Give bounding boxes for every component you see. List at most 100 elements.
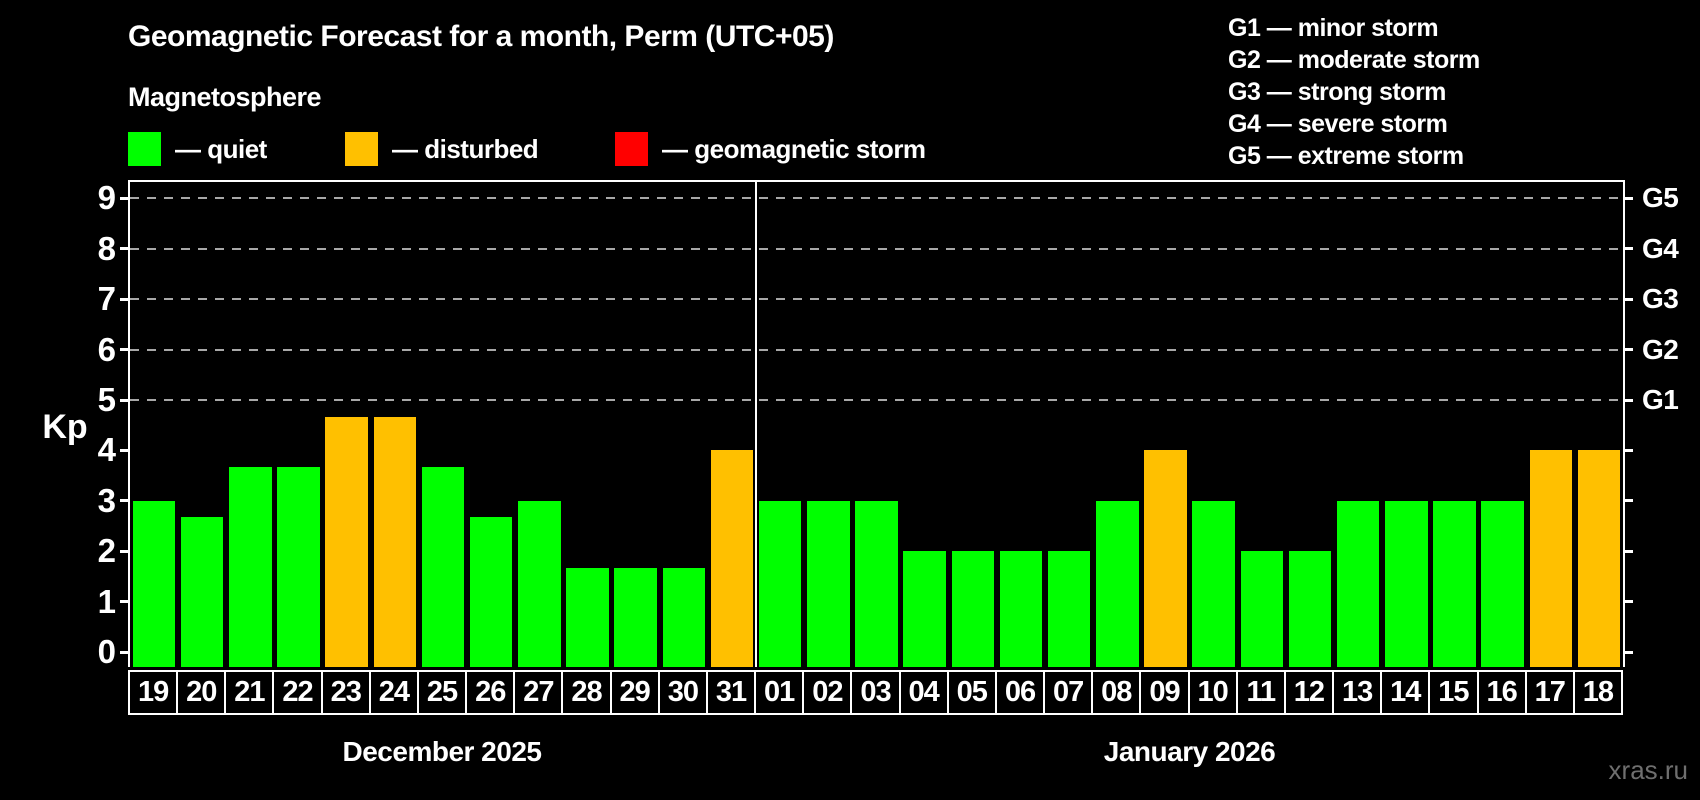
ytick-label-3: 3: [97, 481, 116, 519]
g-level-label-G4: G4: [1642, 232, 1679, 264]
right-tick-4: [1623, 448, 1633, 452]
day-label-27: 27: [513, 670, 564, 715]
right-tick-9: [1623, 196, 1633, 200]
legend-item-label: — disturbed: [392, 133, 539, 164]
kp-bar-18: [1577, 450, 1621, 667]
legend-item-quiet: — quiet: [128, 131, 267, 167]
chart-subtitle: Magnetosphere: [128, 82, 322, 112]
right-tick-3: [1623, 499, 1633, 503]
storm-swatch-icon: [615, 132, 648, 166]
day-label-15: 15: [1428, 670, 1479, 715]
g-level-label-G3: G3: [1642, 283, 1679, 315]
gridline-kp9: [130, 197, 1623, 200]
month-label-january: January 2026: [1103, 736, 1276, 767]
kp-bar-08: [1096, 500, 1139, 667]
kp-bar-23: [325, 416, 368, 667]
kp-bar-07: [1047, 551, 1091, 667]
kp-bar-02: [807, 500, 850, 667]
ytick-label-8: 8: [97, 229, 116, 267]
kp-bar-20: [180, 517, 224, 667]
ytick-label-5: 5: [97, 381, 116, 418]
kp-bar-19: [132, 500, 176, 667]
ytick-label-2: 2: [97, 532, 116, 570]
kp-bar-30: [662, 567, 706, 667]
left-tick-7: [120, 297, 130, 301]
month-label-december: December 2025: [342, 736, 542, 767]
day-label-19: 19: [128, 670, 179, 715]
right-tick-7: [1623, 297, 1633, 301]
left-tick-1: [120, 600, 130, 604]
gridline-kp7: [130, 298, 1623, 301]
day-label-21: 21: [224, 670, 275, 715]
storm-scale-line-4: G4 — severe storm: [1228, 110, 1448, 138]
kp-bar-12: [1288, 551, 1332, 667]
day-label-04: 04: [898, 670, 949, 715]
watermark: xras.ru: [1608, 755, 1688, 785]
day-label-18: 18: [1572, 670, 1623, 715]
kp-bar-22: [277, 467, 320, 667]
legend-item-disturbed: — disturbed: [345, 131, 539, 167]
kp-bar-05: [951, 551, 995, 667]
right-tick-5: [1623, 398, 1633, 402]
left-tick-3: [120, 499, 130, 503]
day-label-23: 23: [320, 670, 371, 715]
day-label-20: 20: [176, 670, 227, 715]
day-label-12: 12: [1283, 670, 1335, 715]
ytick-label-6: 6: [97, 330, 116, 368]
day-label-24: 24: [368, 670, 419, 715]
quiet-swatch-icon: [128, 132, 161, 166]
storm-scale-line-3: G3 — strong storm: [1228, 78, 1446, 106]
gridline-kp5: [130, 399, 1623, 401]
kp-bar-06: [999, 551, 1043, 667]
kp-bar-24: [373, 416, 417, 667]
g-level-label-G2: G2: [1642, 333, 1679, 365]
ytick-label-9: 9: [97, 179, 116, 217]
right-tick-1: [1623, 600, 1633, 604]
legend-item-storm: — geomagnetic storm: [615, 131, 926, 167]
kp-bar-16: [1481, 500, 1524, 667]
right-tick-0: [1623, 650, 1633, 654]
kp-bar-29: [614, 567, 657, 667]
legend-item-label: — geomagnetic storm: [662, 133, 926, 164]
day-label-09: 09: [1139, 670, 1190, 715]
kp-bar-01: [758, 500, 802, 667]
gridline-kp8: [130, 247, 1623, 250]
kp-bar-31: [710, 450, 754, 667]
kp-bar-10: [1192, 500, 1235, 667]
legend-item-label: — quiet: [175, 133, 267, 164]
day-label-10: 10: [1187, 670, 1238, 715]
plot-area: [128, 180, 1625, 667]
gridline-kp6: [130, 348, 1623, 351]
storm-scale-line-1: G1 — minor storm: [1228, 14, 1439, 42]
kp-bar-17: [1529, 450, 1572, 667]
right-tick-2: [1623, 549, 1633, 553]
kp-bar-28: [566, 567, 609, 667]
day-label-03: 03: [850, 670, 901, 715]
day-label-22: 22: [272, 670, 323, 715]
storm-scale-legend: G1 — minor storm G2 — moderate storm G3 — …: [1228, 12, 1480, 172]
day-label-14: 14: [1380, 670, 1431, 715]
kp-bar-13: [1336, 500, 1380, 667]
day-label-16: 16: [1476, 670, 1527, 715]
kp-bar-04: [903, 551, 946, 667]
storm-scale-line-5: G5 — extreme storm: [1228, 142, 1464, 170]
day-label-01: 01: [754, 670, 805, 715]
kp-bar-21: [229, 467, 272, 667]
left-tick-5: [120, 398, 130, 402]
day-label-17: 17: [1524, 670, 1575, 715]
kp-bar-25: [421, 467, 465, 667]
kp-bar-15: [1433, 500, 1476, 667]
ytick-label-7: 7: [97, 280, 116, 318]
day-label-05: 05: [946, 670, 997, 715]
day-label-26: 26: [465, 670, 516, 715]
day-label-25: 25: [416, 670, 468, 715]
kp-bar-09: [1144, 450, 1187, 667]
day-label-29: 29: [609, 670, 660, 715]
kp-bar-14: [1385, 500, 1428, 667]
kp-bar-11: [1240, 551, 1284, 667]
right-tick-6: [1623, 348, 1633, 352]
kp-bar-27: [518, 500, 561, 667]
right-tick-8: [1623, 247, 1633, 251]
left-tick-9: [120, 196, 130, 200]
day-label-08: 08: [1091, 670, 1142, 715]
